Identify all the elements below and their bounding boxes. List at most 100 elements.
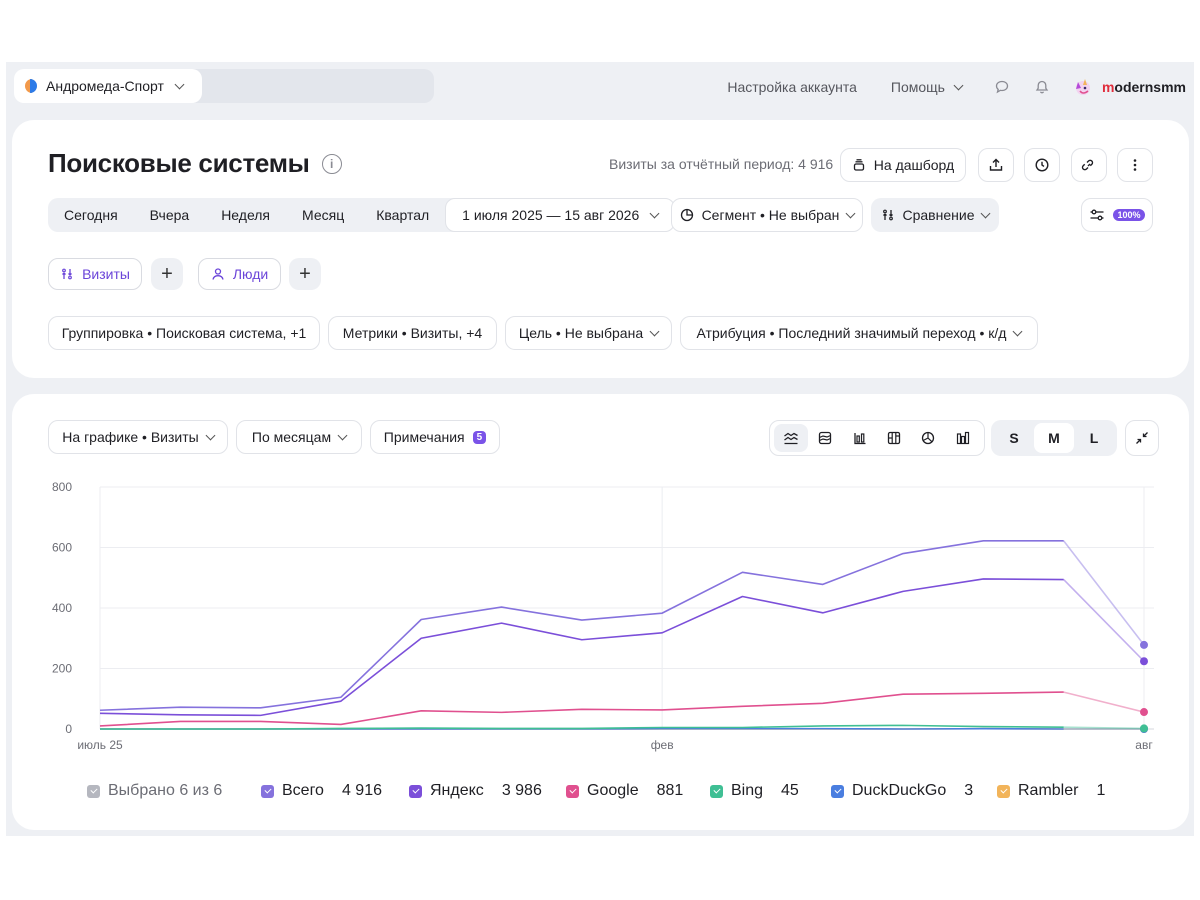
bell-icon[interactable] (1032, 77, 1052, 97)
notes-count-badge: 5 (472, 430, 487, 444)
legend-item-google[interactable]: Google 881 (566, 782, 683, 800)
period-quarter[interactable]: Квартал (376, 207, 430, 223)
size-l-button[interactable]: L (1089, 430, 1099, 446)
chat-icon[interactable] (992, 77, 1012, 97)
people-chip[interactable]: Люди (198, 258, 281, 290)
upload-icon (989, 158, 1003, 171)
date-range-label: 1 июля 2025 — 15 авг 2026 (462, 207, 640, 223)
series-line-Всего (99, 540, 1064, 712)
help-label: Помощь (890, 79, 945, 95)
add-visits-filter-button[interactable]: + (151, 258, 183, 290)
legend-item-value: 881 (656, 782, 684, 799)
series-partial-segment (1063, 691, 1145, 713)
goal-select[interactable]: Цель • Не выбрана (505, 316, 672, 350)
y-tick-label: 0 (65, 722, 72, 736)
plus-icon: + (299, 262, 311, 285)
size-s-button[interactable]: S (1009, 430, 1019, 446)
period-month[interactable]: Месяц (302, 207, 345, 223)
bar-chart-icon[interactable] (843, 424, 877, 452)
size-m-button[interactable]: M (1034, 423, 1074, 453)
sampling-badge: 100% (1113, 209, 1145, 221)
series-line-Google (99, 691, 1064, 727)
sampling-button[interactable]: 100% (1081, 198, 1153, 232)
segment-label: Сегмент • Не выбран (701, 207, 840, 223)
metrics-label: Метрики • Визиты, +4 (342, 325, 483, 341)
notes-button[interactable]: Примечания 5 (370, 420, 500, 454)
collapse-chart-button[interactable] (1125, 420, 1159, 456)
copy-link-button[interactable] (1071, 148, 1107, 182)
chart-card: На графике • Визиты По месяцам Примечани… (12, 394, 1189, 830)
legend-item-name: Яндекс (430, 782, 484, 799)
legend-item-total[interactable]: Всего 4 916 (261, 782, 382, 800)
notes-label: Примечания (383, 429, 465, 445)
attribution-label: Атрибуция • Последний значимый переход •… (696, 325, 1007, 341)
unicorn-avatar-icon (1075, 79, 1090, 95)
chevron-down-icon (649, 208, 660, 218)
plus-icon: + (161, 262, 173, 285)
chevron-down-icon (174, 79, 185, 89)
stacked-bar-icon[interactable] (877, 424, 911, 452)
comparison-select[interactable]: Сравнение (871, 198, 999, 232)
series-end-point (1140, 640, 1148, 649)
to-dashboard-label: На дашборд (873, 157, 955, 173)
top-right-nav: Настройка аккаунта Помощь modernsmm (727, 62, 1194, 112)
pie-chart-icon[interactable] (911, 424, 945, 452)
legend-item-value: 45 (781, 782, 799, 799)
info-icon[interactable]: i (321, 153, 342, 174)
period-selector: Сегодня Вчера Неделя Месяц Квартал 1 июл… (48, 198, 676, 232)
date-range-picker[interactable]: 1 июля 2025 — 15 авг 2026 (445, 198, 676, 232)
account-settings-link[interactable]: Настройка аккаунта (727, 79, 857, 95)
y-tick-label: 200 (52, 662, 72, 676)
export-button[interactable] (978, 148, 1014, 182)
grouping-select[interactable]: Группировка • Поисковая система, +1 (48, 316, 320, 350)
segment-select[interactable]: Сегмент • Не выбран (671, 198, 863, 232)
x-tick-label: авг (1135, 738, 1153, 752)
chart-metric-label: На графике • Визиты (62, 429, 199, 445)
history-button[interactable] (1024, 148, 1060, 182)
chevron-down-icon (845, 208, 856, 218)
y-tick-label: 600 (52, 541, 72, 555)
chart-metric-select[interactable]: На графике • Визиты (48, 420, 228, 454)
period-yesterday[interactable]: Вчера (149, 207, 190, 223)
series-partial-segment (1063, 540, 1145, 646)
chevron-down-icon (205, 430, 216, 440)
legend-item-yandex[interactable]: Яндекс 3 986 (409, 782, 542, 800)
chevron-down-icon (981, 208, 991, 218)
collapse-icon (1136, 432, 1148, 444)
period-week[interactable]: Неделя (221, 207, 271, 223)
legend-item-value: 3 986 (501, 782, 542, 799)
help-menu[interactable]: Помощь (890, 79, 964, 95)
legend-item-bing[interactable]: Bing 45 (710, 782, 799, 800)
grouping-period-select[interactable]: По месяцам (236, 420, 362, 454)
visits-chip[interactable]: Визиты (48, 258, 142, 290)
legend-select-all-label: Выбрано 6 из 6 (108, 782, 223, 799)
metrics-select[interactable]: Метрики • Визиты, +4 (328, 316, 497, 350)
legend-item-name: Bing (731, 782, 764, 799)
brand[interactable]: modernsmm (1072, 76, 1186, 98)
legend-select-all[interactable]: Выбрано 6 из 6 (87, 782, 222, 800)
chevron-down-icon (953, 80, 964, 90)
column-chart-icon[interactable] (946, 424, 980, 452)
comparison-label: Сравнение (902, 207, 975, 223)
to-dashboard-button[interactable]: На дашборд (840, 148, 966, 182)
area-chart-icon[interactable] (808, 424, 842, 452)
add-people-filter-button[interactable]: + (289, 258, 321, 290)
top-bar: Андромеда-Спорт Настройка аккаунта Помощ… (6, 62, 1194, 112)
link-icon (1081, 159, 1094, 171)
line-chart-icon[interactable] (774, 424, 809, 452)
site-selector[interactable]: Андромеда-Спорт (14, 69, 202, 103)
period-today[interactable]: Сегодня (64, 207, 118, 223)
checkbox-icon (409, 784, 422, 798)
legend-item-duckduckgo[interactable]: DuckDuckGo 3 (831, 782, 973, 800)
visits-chip-label: Визиты (82, 266, 130, 282)
more-button[interactable] (1117, 148, 1153, 182)
series-partial-segment (1063, 726, 1145, 730)
attribution-select[interactable]: Атрибуция • Последний значимый переход •… (680, 316, 1038, 350)
legend-item-rambler[interactable]: Rambler 1 (997, 782, 1105, 800)
site-name: Андромеда-Спорт (46, 78, 164, 94)
more-vertical-icon (1133, 159, 1137, 171)
site-search-field[interactable] (156, 69, 434, 103)
series-partial-segment (1063, 579, 1145, 662)
series-line-Яндекс (99, 578, 1064, 717)
chart-size-switcher: S M L (991, 420, 1117, 456)
